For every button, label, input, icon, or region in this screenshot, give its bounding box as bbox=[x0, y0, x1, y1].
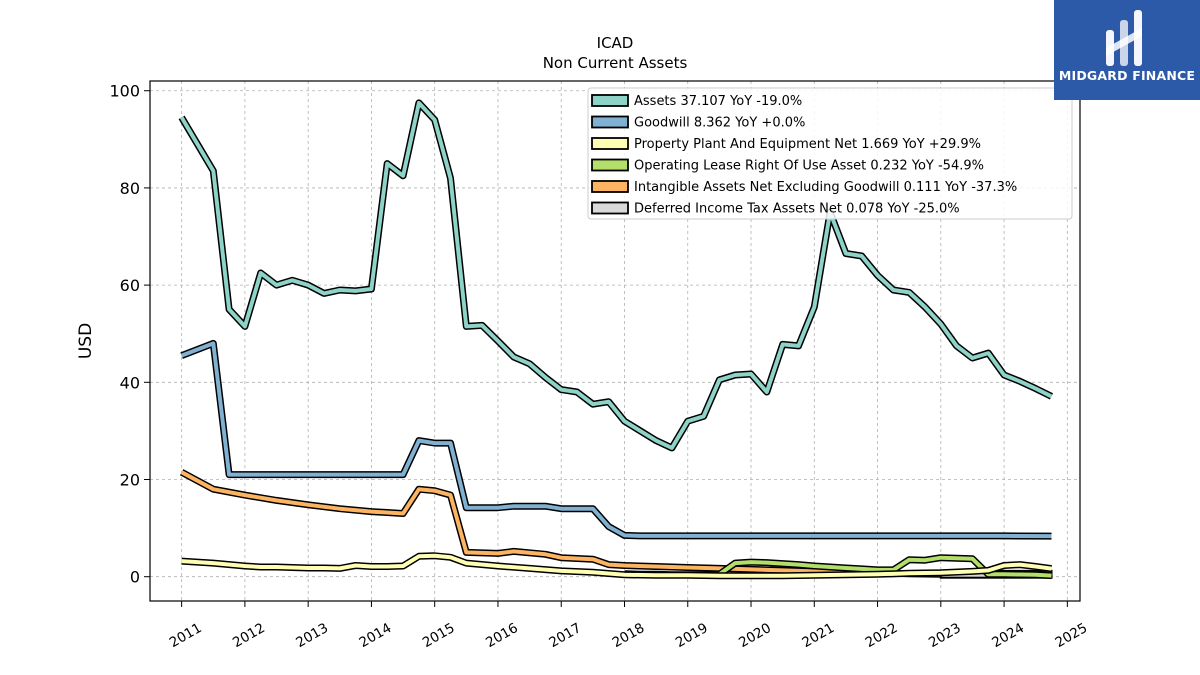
x-tick-label: 2017 bbox=[546, 620, 584, 651]
x-tick-label: 2018 bbox=[610, 620, 648, 651]
x-tick-label: 2021 bbox=[799, 620, 837, 651]
legend-label: Goodwill 8.362 YoY +0.0% bbox=[634, 116, 805, 131]
chart-subtitle: Non Current Assets bbox=[543, 54, 688, 72]
legend-box bbox=[587, 87, 1073, 220]
midgard-logo-icon bbox=[1106, 10, 1142, 66]
legend-swatch bbox=[591, 115, 629, 129]
x-tick-label: 2025 bbox=[1052, 620, 1090, 651]
legend-swatch bbox=[591, 137, 629, 150]
legend-label: Operating Lease Right Of Use Asset 0.232… bbox=[634, 159, 984, 174]
x-tick-label: 2020 bbox=[736, 620, 774, 651]
series-line-1 bbox=[180, 341, 1052, 539]
legend: Assets 37.107 YoY -19.0% Goodwill 8.362 Y… bbox=[587, 87, 1073, 220]
x-tick-label: 2012 bbox=[230, 620, 268, 651]
series-line-2 bbox=[181, 553, 1052, 578]
series-layer bbox=[178, 99, 1054, 580]
legend-label: Property Plant And Equipment Net 1.669 Y… bbox=[634, 137, 981, 152]
x-tick-label: 2019 bbox=[673, 620, 711, 651]
logo-text: MIDGARD FINANCE bbox=[1058, 68, 1196, 83]
brand-logo: MIDGARD FINANCE bbox=[1054, 0, 1200, 100]
y-tick-label: 20 bbox=[120, 471, 140, 490]
legend-swatch bbox=[591, 158, 629, 172]
y-axis-label: USD bbox=[76, 323, 96, 359]
legend-swatch bbox=[591, 94, 629, 107]
series-line-4 bbox=[180, 470, 941, 577]
y-tick-label: 40 bbox=[120, 373, 140, 392]
legend-label: Deferred Income Tax Assets Net 0.078 YoY… bbox=[634, 202, 960, 217]
x-tick-label: 2013 bbox=[293, 620, 331, 651]
x-tick-label: 2011 bbox=[167, 620, 205, 651]
y-tick-label: 0 bbox=[130, 568, 140, 587]
x-tick-label: 2024 bbox=[989, 620, 1027, 651]
x-tick-label: 2016 bbox=[483, 620, 521, 651]
legend-swatch bbox=[591, 201, 629, 215]
chart-title: ICAD bbox=[597, 34, 634, 52]
legend-label: Intangible Assets Net Excluding Goodwill… bbox=[634, 180, 1017, 195]
y-tick-label: 100 bbox=[109, 82, 140, 101]
x-tick-label: 2014 bbox=[357, 620, 395, 651]
y-tick-label: 80 bbox=[120, 179, 140, 198]
x-tick-label: 2015 bbox=[420, 620, 458, 651]
series-line-0 bbox=[179, 100, 1053, 450]
x-tick-label: 2022 bbox=[863, 620, 901, 651]
legend-label: Assets 37.107 YoY -19.0% bbox=[634, 94, 802, 109]
y-tick-label: 60 bbox=[120, 276, 140, 295]
legend-swatch bbox=[591, 180, 629, 193]
x-tick-label: 2023 bbox=[926, 620, 964, 651]
plot-frame bbox=[149, 80, 1081, 602]
